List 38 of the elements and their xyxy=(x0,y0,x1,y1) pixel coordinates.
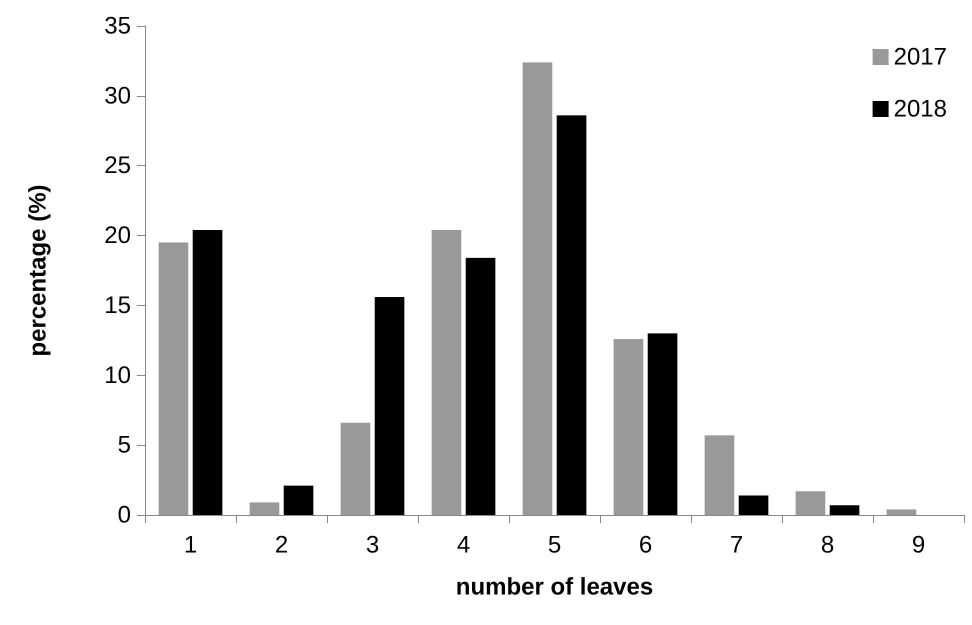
bar xyxy=(250,502,280,515)
y-tick-label: 15 xyxy=(104,292,131,319)
bar xyxy=(704,435,734,515)
y-axis-title: percentage (%) xyxy=(24,184,52,357)
bar xyxy=(738,495,768,515)
x-tick-label: 2 xyxy=(274,532,288,558)
bar xyxy=(432,230,462,515)
y-tick-label: 35 xyxy=(104,12,131,40)
x-tick-label: 8 xyxy=(820,532,834,558)
y-tick-label: 20 xyxy=(104,222,131,250)
x-tick-label: 4 xyxy=(456,532,470,558)
bar xyxy=(284,486,314,515)
bar xyxy=(556,115,586,515)
bar xyxy=(648,333,678,515)
bar xyxy=(192,230,222,515)
y-tick-label: 0 xyxy=(118,502,131,528)
legend-label: 2017 xyxy=(894,44,947,70)
y-tick-label: 25 xyxy=(104,152,131,180)
y-tick-label: 30 xyxy=(104,82,131,110)
x-tick-label: 7 xyxy=(730,532,744,558)
bar xyxy=(614,338,644,515)
x-tick-label: 1 xyxy=(184,532,198,558)
bar xyxy=(466,258,496,515)
x-axis-title: number of leaves xyxy=(456,574,654,600)
legend-label: 2018 xyxy=(894,96,947,122)
x-tick-label: 6 xyxy=(638,532,652,558)
bar xyxy=(340,422,370,515)
bar xyxy=(886,509,916,515)
bar xyxy=(522,62,552,515)
x-tick-label: 9 xyxy=(912,532,926,558)
x-tick-label: 3 xyxy=(366,532,380,558)
y-tick-label: 5 xyxy=(118,432,131,459)
bar xyxy=(374,297,404,515)
bar xyxy=(158,242,188,515)
x-tick-label: 5 xyxy=(548,532,562,558)
bar xyxy=(830,505,860,515)
y-tick-label: 10 xyxy=(104,362,131,389)
bar xyxy=(796,491,826,515)
